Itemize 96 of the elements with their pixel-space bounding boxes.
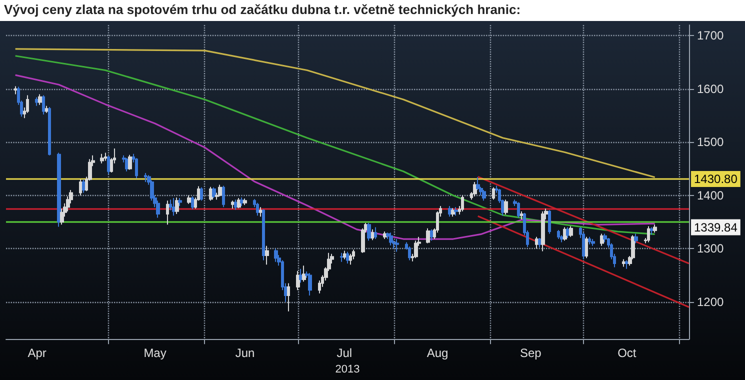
candlestick xyxy=(374,226,377,240)
candlestick xyxy=(287,282,290,312)
y-tick-label: 1700 xyxy=(697,28,724,43)
candlestick xyxy=(274,248,278,262)
candlestick xyxy=(243,198,247,206)
candlestick xyxy=(600,233,604,246)
candlestick xyxy=(38,94,42,106)
candlestick xyxy=(104,152,107,162)
candlestick xyxy=(591,238,595,246)
candlestick xyxy=(256,202,259,216)
candlestick xyxy=(178,198,182,207)
candlestick xyxy=(454,206,458,216)
candlestick xyxy=(212,186,216,199)
candlestick xyxy=(653,224,657,234)
candlestick xyxy=(14,86,17,95)
candlestick xyxy=(296,270,300,291)
candlestick xyxy=(585,236,588,259)
candlestick xyxy=(128,154,132,170)
x-tick-label: May xyxy=(144,346,166,360)
candlestick xyxy=(461,194,464,212)
candlestick xyxy=(42,94,45,115)
candlestick xyxy=(389,232,393,246)
line-series xyxy=(14,48,656,178)
candlestick xyxy=(265,245,269,266)
x-tick-label: Jun xyxy=(235,346,255,360)
candlestick xyxy=(451,208,455,218)
candlestick xyxy=(349,253,352,266)
y-tick-label: 1300 xyxy=(697,242,724,256)
candlestick xyxy=(302,265,306,282)
candlestick xyxy=(473,182,477,197)
candlestick xyxy=(647,226,650,243)
candlestick xyxy=(48,106,51,156)
candlestick xyxy=(408,246,411,261)
candlestick xyxy=(237,198,241,209)
candlestick xyxy=(426,228,430,244)
candlestick xyxy=(414,240,418,259)
candlestick xyxy=(340,252,343,262)
candlestick xyxy=(588,236,591,245)
candlestick xyxy=(107,155,110,175)
candlestick xyxy=(395,238,399,252)
candlestick xyxy=(517,202,520,218)
candlestick xyxy=(371,228,374,241)
candlestick xyxy=(218,184,222,197)
text: 1339.84 xyxy=(694,220,738,234)
ref-line-label: 1430.80 xyxy=(694,172,738,186)
candlestick xyxy=(650,226,653,236)
candlestick xyxy=(346,251,349,264)
candlestick xyxy=(622,258,626,268)
candlestick xyxy=(135,158,138,179)
x-tick-label: Apr xyxy=(28,346,46,360)
candlestick xyxy=(144,172,147,183)
candlestick xyxy=(634,233,638,244)
candlestick xyxy=(100,153,104,164)
candlestick xyxy=(541,210,545,252)
candlestick xyxy=(367,222,371,242)
candlestick xyxy=(430,228,433,242)
candlestick xyxy=(308,272,312,296)
candlestick xyxy=(299,268,303,284)
candlestick xyxy=(240,196,244,207)
x-axis-title: 2013 xyxy=(335,364,360,376)
x-tick-label: Oct xyxy=(618,346,637,360)
y-tick-label: 1400 xyxy=(697,188,724,202)
candlestick xyxy=(625,260,629,270)
x-tick-label: Sep xyxy=(520,346,542,360)
candlestick xyxy=(45,105,48,114)
candlestick xyxy=(172,198,175,216)
candlestick xyxy=(79,178,82,196)
candlestick xyxy=(520,210,523,220)
candlestick xyxy=(166,200,169,226)
candlestick xyxy=(492,186,495,200)
x-tick-label: Jul xyxy=(336,346,352,360)
candlestick xyxy=(262,208,265,261)
candlestick xyxy=(82,178,85,194)
candlestick xyxy=(234,199,237,210)
candlestick xyxy=(383,231,387,240)
candlestick xyxy=(569,226,573,238)
y-tick-label: 1600 xyxy=(697,82,724,96)
candlestick xyxy=(57,152,61,228)
x-tick-label: Aug xyxy=(426,346,448,360)
candlestick xyxy=(482,190,486,202)
candlestick xyxy=(222,185,225,208)
candlestick xyxy=(259,206,262,218)
candlestick xyxy=(231,200,234,210)
candlestick xyxy=(191,196,194,210)
y-tick-label: 1500 xyxy=(697,135,724,150)
chart-title: Vývoj ceny zlata na spotovém trhu od začátku dubna t.r. včetně technických hranic: xyxy=(4,2,522,19)
candlestick xyxy=(548,210,551,234)
y-tick-label: 1200 xyxy=(697,294,724,309)
candlestick xyxy=(35,96,39,106)
candlestick xyxy=(200,186,203,202)
candlestick xyxy=(504,199,508,216)
candlestick xyxy=(448,206,452,218)
candlestick xyxy=(557,229,560,240)
candlestick xyxy=(187,194,191,204)
candlestick xyxy=(175,196,179,214)
candlestick xyxy=(343,250,346,260)
